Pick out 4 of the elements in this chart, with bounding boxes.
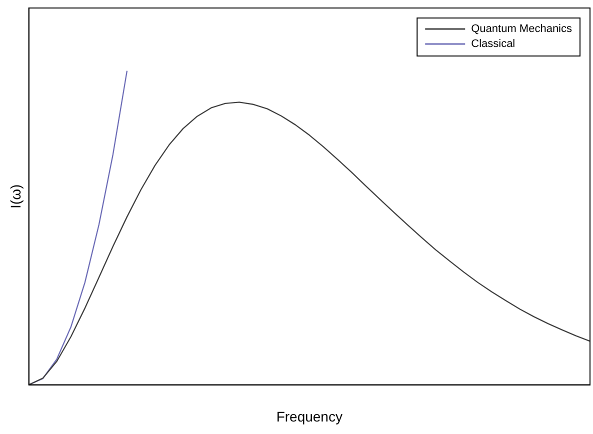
legend-label: Classical (471, 38, 516, 50)
x-axis-title: Frequency (276, 408, 342, 424)
legend-label: Quantum Mechanics (471, 23, 572, 36)
y-axis-title: I(ω) (7, 184, 24, 208)
